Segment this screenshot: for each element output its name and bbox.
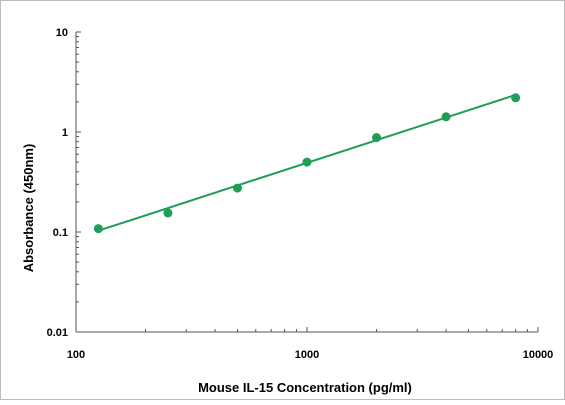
x-tick-label: 1000 — [295, 349, 319, 361]
data-point — [232, 183, 242, 193]
x-axis-label: Mouse IL-15 Concentration (pg/ml) — [198, 380, 412, 395]
y-tick-label: 10 — [56, 27, 68, 39]
data-point — [93, 224, 103, 234]
data-point — [511, 93, 521, 103]
x-tick-labels: 100 1000 10000 — [67, 349, 553, 361]
x-tick-label: 10000 — [523, 349, 554, 361]
data-point — [372, 133, 382, 143]
y-tick-label: 0.01 — [47, 327, 68, 339]
x-tick-label: 100 — [67, 349, 85, 361]
y-axis-label: Absorbance (450nm) — [21, 144, 36, 273]
y-tick-labels: 10 1 0.1 0.01 — [47, 27, 68, 339]
data-point — [163, 208, 173, 218]
data-point — [441, 112, 451, 122]
data-point — [302, 157, 312, 167]
data-points — [93, 93, 521, 234]
y-tick-label: 0.1 — [53, 227, 68, 239]
y-tick-label: 1 — [62, 127, 68, 139]
tick-marks — [75, 31, 539, 333]
